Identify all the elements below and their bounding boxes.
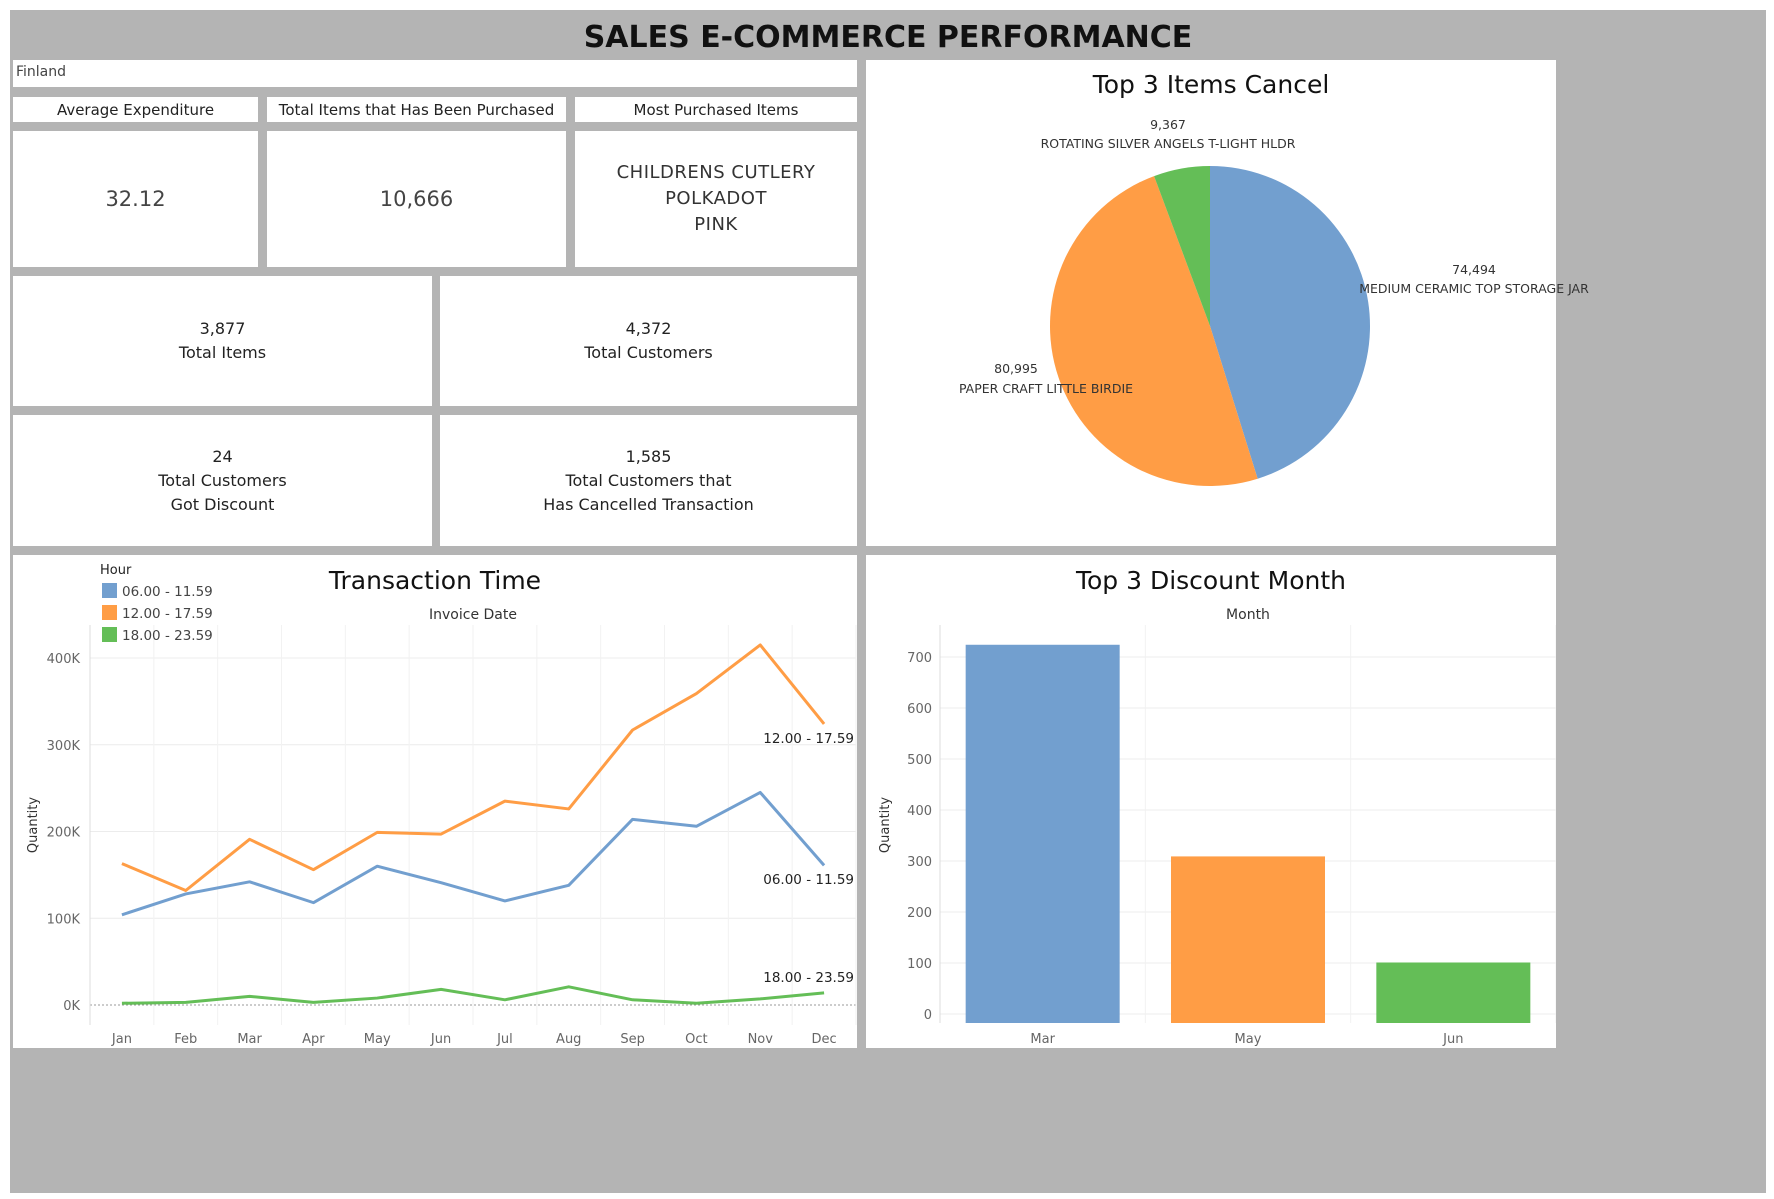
total-items-card: 3,877 Total Items bbox=[13, 276, 432, 406]
line-chart-panel: Transaction Time Invoice Date 0K 100K 200K 3… bbox=[13, 555, 857, 1048]
bar-chart-panel: Top 3 Discount Month Month 0 100 200 300 400 5… bbox=[866, 555, 1556, 1048]
line-series-end-label: 12.00 - 17.59 bbox=[763, 731, 854, 747]
y-tick-label: 100 bbox=[907, 957, 932, 972]
y-tick-label: 400 bbox=[907, 804, 932, 819]
country-filter-value: Finland bbox=[16, 64, 67, 80]
y-tick-label: 100K bbox=[47, 912, 81, 927]
total-purchased-card: 10,666 bbox=[267, 131, 566, 267]
y-tick-label: 200 bbox=[907, 906, 932, 921]
pie-slice-name-label: ROTATING SILVER ANGELS T-LIGHT HLDR bbox=[1041, 136, 1296, 151]
pie-slice[interactable] bbox=[1210, 166, 1370, 479]
cancelled-customers-card: 1,585 Total Customers that Has Cancelled… bbox=[440, 415, 857, 546]
x-tick-label: Jan bbox=[111, 1032, 132, 1047]
most-purchased-header: Most Purchased Items bbox=[575, 97, 857, 122]
pie-chart-panel: Top 3 Items Cancel 74,494 MEDIUM CERAMIC … bbox=[866, 60, 1589, 546]
x-tick-label: Mar bbox=[237, 1032, 262, 1047]
y-tick-label: 700 bbox=[907, 651, 932, 666]
pie-slice-name-label: PAPER CRAFT LITTLE BIRDIE bbox=[959, 381, 1133, 396]
y-axis-label: Quantity bbox=[878, 797, 893, 853]
pie-slice-value-label: 80,995 bbox=[994, 361, 1038, 376]
avg-expenditure-card: 32.12 bbox=[13, 131, 258, 267]
bar-chart-subtitle: Month bbox=[1226, 607, 1270, 623]
x-tick-label: May bbox=[1235, 1032, 1262, 1047]
bar[interactable] bbox=[965, 644, 1120, 1023]
line-series-end-label: 06.00 - 11.59 bbox=[763, 872, 854, 888]
pie-slice[interactable] bbox=[1050, 176, 1258, 486]
discount-customers-card: 24 Total Customers Got Discount bbox=[13, 415, 432, 546]
bar[interactable] bbox=[1171, 856, 1325, 1023]
y-tick-label: 400K bbox=[47, 652, 81, 667]
cancelled-customers-value: 1,585 bbox=[625, 446, 672, 466]
bar-chart-title: Top 3 Discount Month bbox=[1075, 566, 1347, 595]
total-customers-label: Total Customers bbox=[584, 343, 713, 362]
discount-customers-label-line2: Got Discount bbox=[170, 494, 275, 514]
y-axis-label: Quantity bbox=[26, 797, 41, 853]
y-tick-label: 300K bbox=[47, 739, 81, 754]
pie-slice-value-label: 74,494 bbox=[1452, 262, 1496, 277]
legend-swatch[interactable] bbox=[102, 583, 117, 598]
most-purchased-value-line1: CHILDRENS CUTLERY POLKADOT bbox=[616, 162, 816, 209]
cancelled-customers-label-line2: Has Cancelled Transaction bbox=[543, 494, 754, 514]
legend-swatch[interactable] bbox=[102, 627, 117, 642]
line-chart-subtitle: Invoice Date bbox=[429, 607, 517, 623]
avg-expenditure-header: Average Expenditure bbox=[13, 97, 258, 122]
legend-label[interactable]: 12.00 - 17.59 bbox=[122, 606, 213, 622]
discount-customers-value: 24 bbox=[212, 446, 233, 466]
x-tick-label: Nov bbox=[748, 1032, 774, 1047]
x-tick-label: Sep bbox=[620, 1032, 645, 1047]
y-tick-label: 300 bbox=[907, 855, 932, 870]
legend-label[interactable]: 18.00 - 23.59 bbox=[122, 628, 213, 644]
x-tick-label: Apr bbox=[302, 1032, 325, 1047]
y-tick-label: 200K bbox=[47, 826, 81, 841]
total-customers-card: 4,372 Total Customers bbox=[440, 276, 857, 406]
x-tick-label: Feb bbox=[174, 1032, 197, 1047]
x-tick-label: Aug bbox=[556, 1032, 581, 1047]
pie-chart-title: Top 3 Items Cancel bbox=[1092, 70, 1330, 99]
y-tick-label: 500 bbox=[907, 753, 932, 768]
pie-slice-value-label: 9,367 bbox=[1150, 117, 1186, 132]
x-tick-label: Mar bbox=[1030, 1032, 1055, 1047]
total-items-label: Total Items bbox=[178, 343, 267, 362]
total-customers-value: 4,372 bbox=[625, 319, 672, 338]
total-items-value: 3,877 bbox=[199, 319, 246, 338]
x-tick-label: May bbox=[364, 1032, 391, 1047]
pie-slice[interactable] bbox=[1154, 166, 1210, 326]
line-chart-title: Transaction Time bbox=[328, 566, 542, 595]
legend-title: Hour bbox=[100, 563, 132, 578]
line-series[interactable] bbox=[121, 643, 826, 892]
x-tick-label: Oct bbox=[685, 1032, 707, 1047]
line-series-end-label: 18.00 - 23.59 bbox=[763, 970, 854, 986]
pie-slice-name-label: MEDIUM CERAMIC TOP STORAGE JAR bbox=[1359, 281, 1589, 296]
legend-label[interactable]: 06.00 - 11.59 bbox=[122, 584, 213, 600]
bar[interactable] bbox=[1376, 962, 1531, 1023]
bar-chart: Month 0 100 200 300 400 500 600 700 Quantity Mar Ma… bbox=[878, 607, 1556, 1047]
line-series[interactable] bbox=[121, 790, 826, 917]
line-series[interactable] bbox=[121, 985, 825, 1005]
x-tick-label: Jun bbox=[1442, 1032, 1463, 1047]
line-chart: Invoice Date 0K 100K 200K 300K 400K Jan Feb Mar A… bbox=[26, 563, 857, 1047]
total-purchased-value: 10,666 bbox=[379, 187, 454, 211]
discount-customers-label-line1: Total Customers bbox=[158, 470, 287, 490]
country-filter[interactable]: Finland bbox=[13, 60, 857, 87]
cancelled-customers-label-line1: Total Customers that bbox=[565, 470, 732, 490]
total-purchased-header: Total Items that Has Been Purchased bbox=[267, 97, 566, 122]
y-tick-label: 0K bbox=[63, 999, 80, 1014]
most-purchased-value-line2: PINK bbox=[694, 214, 738, 235]
avg-expenditure-value: 32.12 bbox=[105, 187, 166, 211]
x-tick-label: Jun bbox=[430, 1032, 451, 1047]
most-purchased-card: CHILDRENS CUTLERY POLKADOT PINK bbox=[575, 131, 857, 267]
x-tick-label: Dec bbox=[812, 1032, 837, 1047]
y-tick-label: 0 bbox=[924, 1008, 932, 1023]
pie-chart: 74,494 MEDIUM CERAMIC TOP STORAGE JAR 80,9… bbox=[959, 117, 1589, 486]
y-tick-label: 600 bbox=[907, 702, 932, 717]
x-tick-label: Jul bbox=[496, 1032, 513, 1047]
dashboard-title: SALES E-COMMERCE PERFORMANCE bbox=[583, 19, 1193, 55]
legend-swatch[interactable] bbox=[102, 605, 117, 620]
